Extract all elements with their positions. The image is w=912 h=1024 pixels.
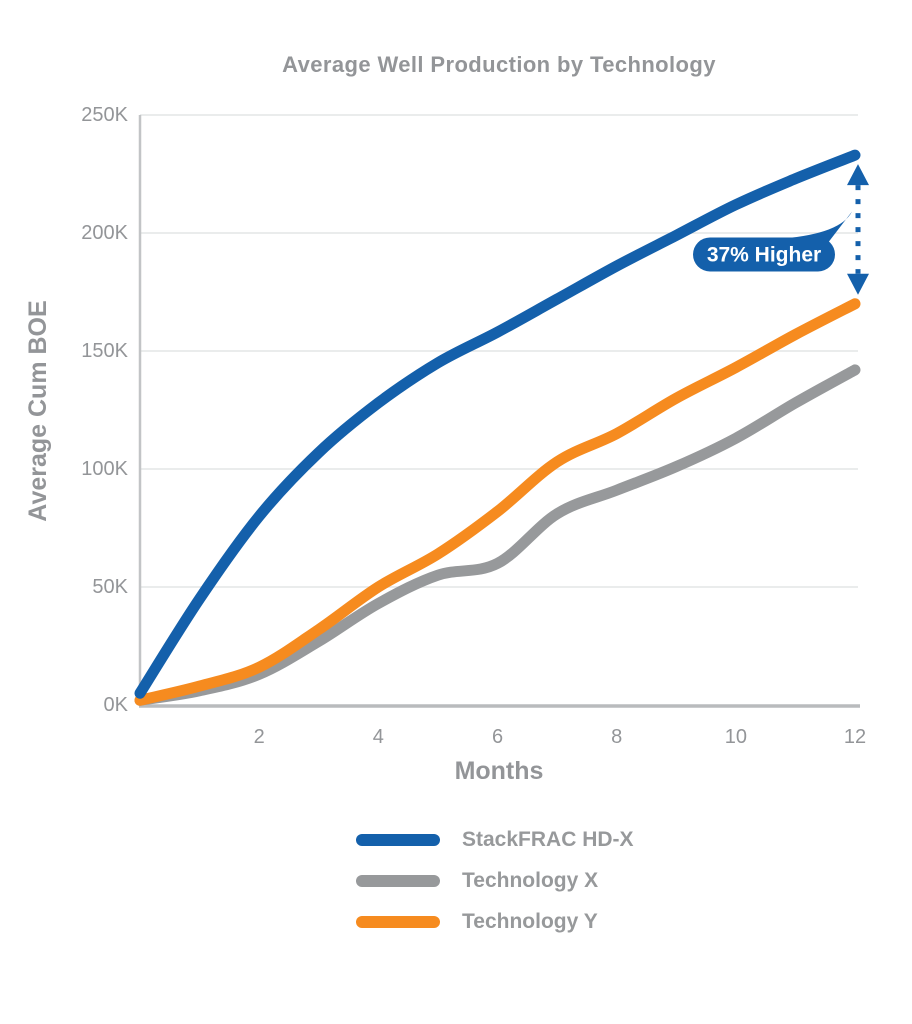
x-tick-label: 10: [724, 726, 747, 748]
chart-title: Average Well Production by Technology: [282, 52, 716, 77]
legend-label-stackfrac-hd-x: StackFRAC HD-X: [462, 828, 634, 851]
x-tick-label: 2: [253, 726, 265, 748]
annotation-label: 37% Higher: [707, 243, 821, 266]
x-tick-label: 6: [491, 726, 504, 748]
y-tick-label: 0K: [103, 694, 128, 716]
legend-label-technology-y: Technology Y: [462, 910, 598, 933]
series-lines: [134, 149, 861, 706]
legend-swatch-technology-y: [356, 916, 440, 928]
axes: [138, 115, 860, 708]
legend-swatch-technology-x: [356, 875, 440, 887]
x-tick-label: 12: [843, 726, 867, 748]
y-tick-label: 100K: [81, 458, 128, 480]
legend-label-technology-x: Technology X: [462, 869, 599, 892]
legend-item-technology-x: Technology X: [356, 869, 634, 892]
legend: StackFRAC HD-X Technology X Technology Y: [356, 828, 634, 933]
y-tick-label: 250K: [81, 104, 128, 126]
legend-item-technology-y: Technology Y: [356, 910, 634, 933]
series-line-stackfrac-hd-x: [134, 149, 861, 699]
legend-swatch-stackfrac-hd-x: [356, 834, 440, 846]
annotation-bubble: 37% Higher: [693, 211, 852, 272]
y-tick-label: 50K: [92, 576, 128, 598]
x-tick-label: 8: [611, 726, 623, 748]
x-tick-label: 4: [372, 726, 384, 748]
gridlines: [140, 114, 858, 588]
y-tick-label: 150K: [81, 340, 128, 362]
difference-arrow: [847, 164, 869, 295]
arrowhead-up-icon: [847, 164, 869, 186]
series-line-technology-y: [134, 298, 861, 706]
x-axis-title: Months: [454, 757, 544, 785]
arrowhead-down-icon: [847, 273, 869, 295]
series-line-technology-x: [134, 364, 861, 706]
legend-item-stackfrac-hd-x: StackFRAC HD-X: [356, 828, 634, 851]
y-tick-label: 200K: [81, 222, 128, 244]
y-axis-title: Average Cum BOE: [24, 300, 52, 522]
